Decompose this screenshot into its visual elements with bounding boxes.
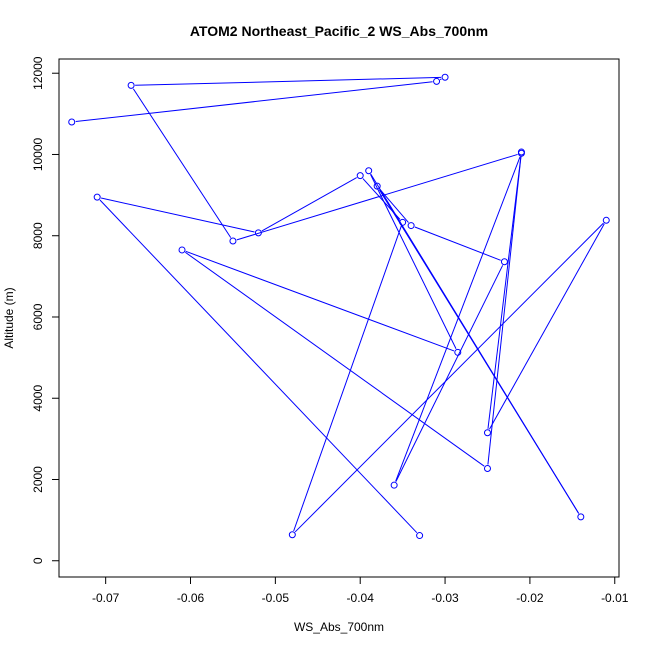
- data-point: [254, 229, 262, 237]
- series-segment: [99, 199, 418, 534]
- data-point: [441, 73, 449, 81]
- series-segment: [379, 188, 409, 223]
- data-point: [288, 531, 296, 539]
- series-segment: [487, 155, 522, 429]
- data-point: [127, 81, 135, 89]
- y-tick-label: 4000: [31, 385, 45, 412]
- y-tick-label: 12000: [31, 56, 45, 90]
- series-segment: [185, 250, 455, 352]
- chart-title: ATOM2 Northeast_Pacific_2 WS_Abs_700nm: [190, 23, 488, 39]
- data-point: [390, 481, 398, 489]
- series-segment: [132, 88, 232, 238]
- series-segment: [487, 155, 522, 465]
- series-segment: [184, 251, 485, 467]
- series-segment: [75, 81, 433, 123]
- data-point: [517, 149, 525, 157]
- x-axis: -0.07 -0.06 -0.05 -0.04 -0.03 -0.02 -0.01: [92, 576, 629, 605]
- x-tick-label: -0.01: [601, 591, 629, 605]
- y-axis: 0 2000 4000 6000 8000 10000 12000: [31, 56, 60, 564]
- x-tick-label: -0.06: [177, 591, 205, 605]
- data-point: [178, 246, 186, 254]
- series-segment: [414, 226, 501, 261]
- data-point: [483, 429, 491, 437]
- series-segment: [378, 189, 580, 514]
- y-tick-label: 2000: [31, 466, 45, 493]
- series-segment: [135, 76, 442, 86]
- data-point: [500, 258, 508, 266]
- series-segment: [489, 223, 605, 430]
- x-tick-label: -0.07: [92, 591, 120, 605]
- series-segment: [261, 177, 357, 232]
- data-point: [433, 77, 441, 85]
- series-segment: [294, 222, 604, 533]
- y-tick-label: 10000: [31, 137, 45, 171]
- data-point: [577, 513, 585, 521]
- data-point: [454, 348, 462, 356]
- data-series: [68, 73, 610, 540]
- data-point: [68, 118, 76, 126]
- data-point: [93, 193, 101, 201]
- data-point: [399, 218, 407, 226]
- series-segment: [100, 197, 255, 233]
- data-point: [365, 167, 373, 175]
- series-segment: [395, 156, 521, 482]
- x-tick-label: -0.04: [347, 591, 375, 605]
- series-segment: [395, 265, 504, 482]
- series-segment: [236, 153, 518, 241]
- data-point: [356, 172, 364, 180]
- data-point: [416, 532, 424, 540]
- series-segment: [439, 78, 442, 81]
- plot-frame: [58, 58, 620, 578]
- y-tick-label: 8000: [31, 222, 45, 249]
- x-tick-label: -0.02: [516, 591, 544, 605]
- data-point: [373, 182, 381, 190]
- y-tick-label: 6000: [31, 303, 45, 330]
- data-point: [483, 465, 491, 473]
- x-tick-label: -0.03: [431, 591, 459, 605]
- y-axis-label: Altitude (m): [2, 287, 16, 348]
- y-tick-label: 0: [31, 557, 45, 564]
- x-axis-label: WS_Abs_700nm: [294, 620, 384, 634]
- series-segment: [293, 225, 402, 532]
- data-point: [229, 237, 237, 245]
- data-point: [407, 222, 415, 230]
- x-tick-label: -0.05: [262, 591, 290, 605]
- data-point: [602, 216, 610, 224]
- series-segment: [370, 174, 457, 349]
